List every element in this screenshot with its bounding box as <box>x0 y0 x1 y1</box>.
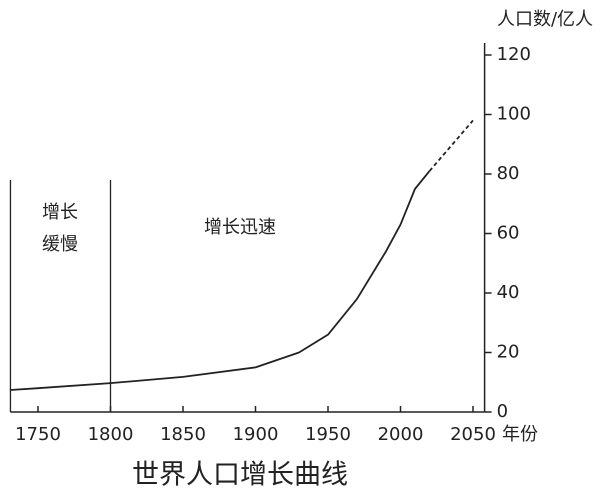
annotation: 增长迅速 <box>204 217 276 238</box>
x-tick-label: 1800 <box>88 424 134 445</box>
x-axis-label: 年份 <box>502 424 538 445</box>
y-tick-label: 100 <box>497 104 531 125</box>
y-tick-label: 60 <box>497 223 520 244</box>
x-tick-label: 1900 <box>233 424 279 445</box>
x-tick-label: 2000 <box>378 424 424 445</box>
y-tick-label: 0 <box>497 401 508 422</box>
annotation: 增长 <box>42 202 78 223</box>
x-tick-label: 2050 <box>450 424 496 445</box>
y-tick-label: 80 <box>497 163 520 184</box>
chart-title: 世界人口增长曲线 <box>132 460 348 491</box>
y-tick-label: 40 <box>497 282 520 303</box>
y-tick-label: 20 <box>497 342 520 363</box>
population-line <box>10 170 431 391</box>
y-tick-label: 120 <box>497 44 531 65</box>
annotation: 缓慢 <box>42 234 78 255</box>
y-axis-label: 人口数/亿人 <box>497 9 593 30</box>
x-tick-label: 1750 <box>15 424 61 445</box>
x-tick-label: 1950 <box>305 424 351 445</box>
x-tick-label: 1850 <box>160 424 206 445</box>
population-line <box>428 119 474 172</box>
